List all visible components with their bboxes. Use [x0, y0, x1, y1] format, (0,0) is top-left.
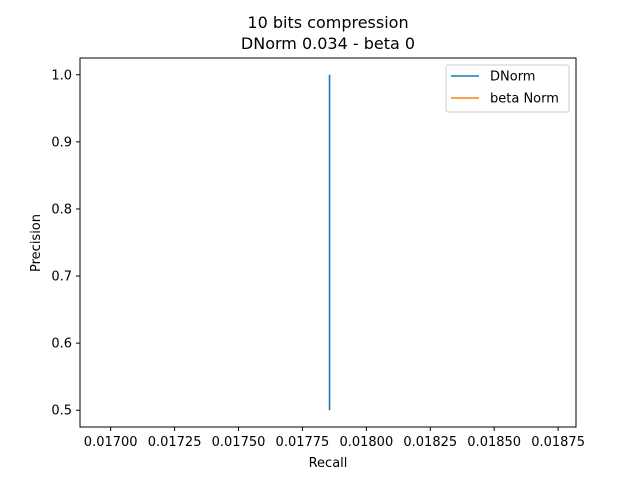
x-tick-label: 0.01825 [403, 435, 457, 450]
y-axis-label: Precision [29, 214, 44, 272]
x-tick-label: 0.01725 [148, 435, 202, 450]
y-tick-label: 0.8 [51, 202, 72, 217]
legend-label-0: DNorm [490, 70, 535, 85]
y-tick-label: 0.9 [51, 135, 72, 150]
chart-subtitle: DNorm 0.034 - beta 0 [241, 34, 415, 53]
x-tick-label: 0.01750 [212, 435, 266, 450]
y-tick-label: 1.0 [51, 68, 72, 83]
x-tick-label: 0.01700 [84, 435, 138, 450]
y-tick-label: 0.6 [51, 337, 72, 352]
plot-frame [79, 57, 577, 428]
x-axis-label: Recall [309, 456, 348, 471]
chart-title: 10 bits compression [247, 13, 408, 32]
legend-label-1: beta Norm [490, 92, 559, 107]
x-tick-label: 0.01850 [467, 435, 521, 450]
x-tick-label: 0.01775 [276, 435, 330, 450]
x-axis: 0.01700 0.01725 0.01750 0.01775 0.01800 0.018… [84, 427, 585, 450]
y-tick-label: 0.5 [51, 404, 72, 419]
x-tick-label: 0.01875 [531, 435, 585, 450]
legend: DNorm beta Norm [445, 64, 570, 113]
x-tick-label: 0.01800 [339, 435, 393, 450]
y-tick-label: 0.7 [51, 270, 72, 285]
y-axis: 0.5 0.6 0.7 0.8 0.9 1.0 [51, 68, 80, 419]
